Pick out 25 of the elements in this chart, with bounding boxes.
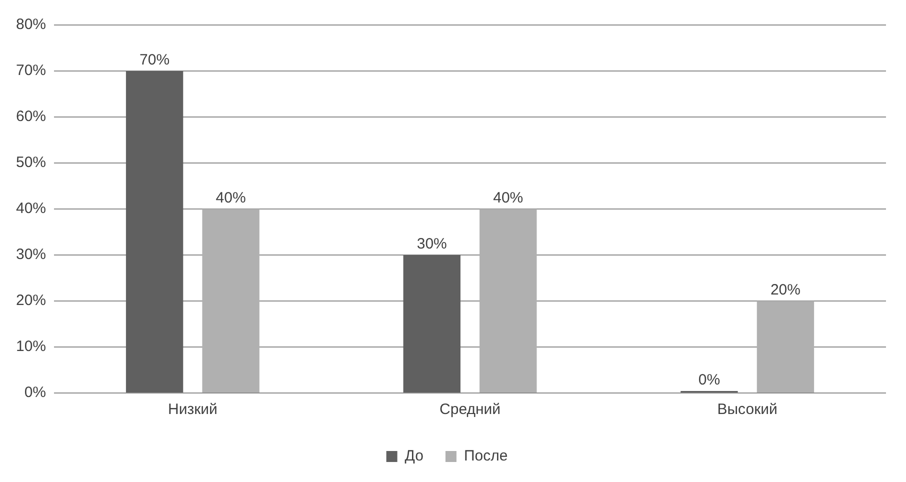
bar <box>756 301 814 392</box>
data-label: 40% <box>493 190 524 207</box>
legend-label: После <box>464 448 508 465</box>
bar <box>480 209 537 392</box>
data-label: 70% <box>140 52 170 69</box>
x-tick-label: Высокий <box>717 401 778 418</box>
bar <box>202 209 260 392</box>
bar <box>126 71 184 392</box>
y-tick-label: 0% <box>24 384 46 402</box>
data-label: 0% <box>698 372 720 389</box>
y-tick-label: 70% <box>16 62 46 80</box>
data-label: 40% <box>216 190 246 207</box>
x-tick-label: Средний <box>440 401 501 418</box>
y-tick-label: 20% <box>16 292 46 310</box>
y-tick-label: 40% <box>16 200 46 218</box>
y-tick-label: 10% <box>16 338 46 356</box>
y-tick-label: 50% <box>16 154 46 172</box>
x-tick-label: Низкий <box>168 401 218 418</box>
y-tick-label: 60% <box>16 108 46 126</box>
legend-label: До <box>404 448 424 465</box>
y-tick-label: 80% <box>16 16 46 34</box>
bar <box>403 255 460 392</box>
data-label: 30% <box>416 236 447 253</box>
y-tick-label: 30% <box>16 246 46 264</box>
data-label: 20% <box>770 282 800 299</box>
